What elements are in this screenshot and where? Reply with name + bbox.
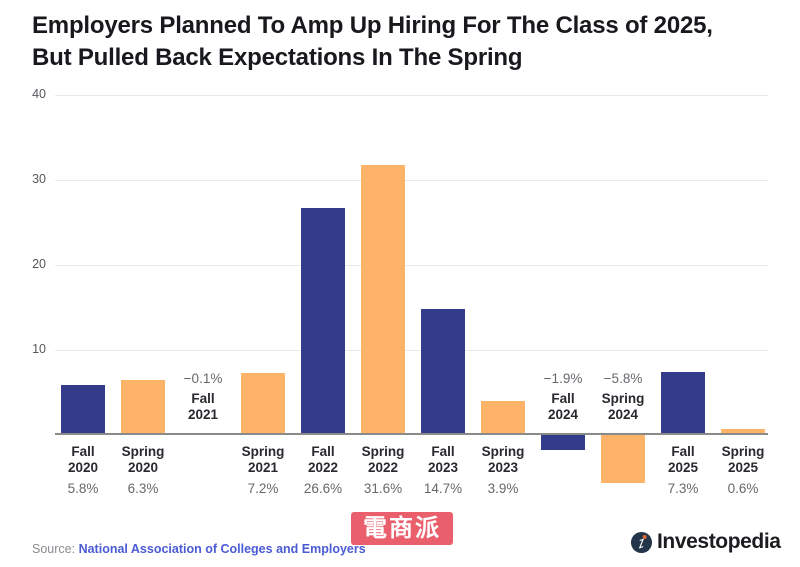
y-axis-tick-30: 30 — [32, 172, 46, 186]
value-label: 5.8% — [67, 481, 99, 496]
gridline-30 — [55, 180, 768, 181]
label-fall-2023: Fall 2023 14.7% — [411, 444, 475, 496]
bar-fall-2024 — [541, 434, 585, 450]
label-spring-2020: Spring 2020 6.3% — [111, 444, 175, 496]
chart-title-line-1: Employers Planned To Amp Up Hiring For T… — [32, 12, 713, 39]
y-axis-tick-40: 40 — [32, 87, 46, 101]
category-label: Spring 2020 — [121, 444, 165, 475]
bar-spring-2025 — [721, 429, 765, 434]
y-axis-tick-20: 20 — [32, 257, 46, 271]
label-spring-2025: Spring 2025 0.6% — [711, 444, 775, 496]
category-label: Spring 2022 — [361, 444, 405, 475]
watermark-badge: 電商派 — [351, 512, 453, 545]
bar-fall-2020 — [61, 385, 105, 434]
label-spring-2024: −5.8% Spring 2024 — [591, 371, 655, 423]
source-link[interactable]: National Association of Colleges and Emp… — [78, 542, 366, 556]
category-label: Spring 2024 — [601, 391, 645, 422]
label-spring-2022: Spring 2022 31.6% — [351, 444, 415, 496]
label-spring-2023: Spring 2023 3.9% — [471, 444, 535, 496]
category-label: Spring 2023 — [481, 444, 525, 475]
category-label: Fall 2024 — [547, 391, 579, 422]
value-label: 26.6% — [303, 481, 343, 496]
gridline-20 — [55, 265, 768, 266]
value-label: −1.9% — [543, 371, 583, 386]
value-label: 6.3% — [127, 481, 159, 496]
value-label: −0.1% — [183, 371, 223, 386]
label-fall-2025: Fall 2025 7.3% — [651, 444, 715, 496]
label-fall-2020: Fall 2020 5.8% — [51, 444, 115, 496]
gridline-10 — [55, 350, 768, 351]
category-label: Spring 2021 — [241, 444, 285, 475]
value-label: −5.8% — [603, 371, 643, 386]
bar-fall-2025 — [661, 372, 705, 434]
category-label: Fall 2021 — [187, 391, 219, 422]
value-label: 3.9% — [487, 481, 519, 496]
y-axis-tick-10: 10 — [32, 342, 46, 356]
label-spring-2021: Spring 2021 7.2% — [231, 444, 295, 496]
bar-spring-2023 — [481, 401, 525, 434]
bar-spring-2021 — [241, 373, 285, 434]
chart-title-line-2: But Pulled Back Expectations In The Spri… — [32, 44, 523, 71]
bar-spring-2020 — [121, 380, 165, 434]
value-label: 7.3% — [667, 481, 699, 496]
bar-spring-2024 — [601, 434, 645, 483]
bar-fall-2023 — [421, 309, 465, 434]
category-label: Spring 2025 — [721, 444, 765, 475]
value-label: 14.7% — [423, 481, 463, 496]
bar-fall-2022 — [301, 208, 345, 434]
label-fall-2022: Fall 2022 26.6% — [291, 444, 355, 496]
category-label: Fall 2025 — [667, 444, 699, 475]
gridline-40 — [55, 95, 768, 96]
investopedia-wordmark: Investopedia — [657, 530, 781, 553]
value-label: 31.6% — [363, 481, 403, 496]
chart-title: Employers Planned To Amp Up Hiring For T… — [32, 10, 772, 74]
x-axis-line — [55, 433, 768, 435]
category-label: Fall 2022 — [307, 444, 339, 475]
investopedia-logo: Investopedia — [630, 530, 781, 554]
source-line: Source: National Association of Colleges… — [32, 542, 366, 556]
label-fall-2021: −0.1% Fall 2021 — [171, 371, 235, 423]
value-label: 7.2% — [247, 481, 279, 496]
source-prefix: Source: — [32, 542, 76, 556]
investopedia-logo-icon — [630, 531, 653, 554]
bar-chart-plot-area — [55, 95, 768, 483]
value-label: 0.6% — [727, 481, 759, 496]
category-label: Fall 2023 — [427, 444, 459, 475]
label-fall-2024: −1.9% Fall 2024 — [531, 371, 595, 423]
bar-spring-2022 — [361, 165, 405, 434]
category-label: Fall 2020 — [67, 444, 99, 475]
